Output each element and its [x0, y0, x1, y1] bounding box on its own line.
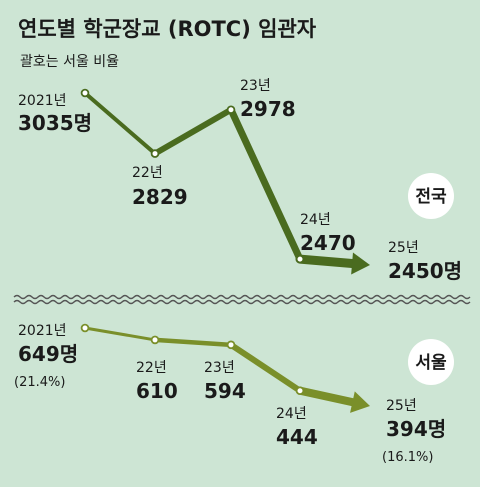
- year-label: 2021년: [18, 93, 67, 109]
- chart-subtitle: 괄호는 서울 비율: [20, 54, 119, 70]
- year-label: 22년: [132, 165, 163, 181]
- series-segment: [296, 386, 363, 408]
- year-label: 23년: [240, 78, 271, 94]
- data-point: [295, 386, 305, 396]
- value-label: 2450명: [388, 259, 462, 283]
- value-label: 394명: [386, 417, 446, 441]
- wave-divider: [13, 294, 471, 305]
- series-badge: [408, 339, 454, 385]
- percent-label: (21.4%): [14, 375, 65, 390]
- series-segment: [152, 106, 234, 157]
- series-badge-label: 서울: [415, 353, 447, 373]
- series-segment: [83, 91, 157, 156]
- data-point: [226, 340, 236, 350]
- national-series: 2021년 3035명 22년 2829 23년 2978 24년 2470 25년 2450명 전…: [18, 78, 462, 283]
- data-point: [226, 105, 236, 115]
- year-label: 2021년: [18, 323, 67, 339]
- value-label: 594: [204, 379, 246, 403]
- year-label: 22년: [136, 360, 167, 376]
- year-label: 25년: [386, 398, 417, 414]
- arrowhead-icon: [351, 252, 370, 275]
- value-label: 3035명: [18, 111, 92, 135]
- value-label: 649명: [18, 342, 78, 366]
- seoul-series: 2021년 649명 (21.4%) 22년 610 23년 594 24년 444 25년 394…: [14, 323, 454, 465]
- data-point: [295, 254, 305, 264]
- year-label: 23년: [204, 360, 235, 376]
- arrowhead-icon: [350, 391, 370, 413]
- series-badge-label: 전국: [415, 187, 447, 207]
- year-label: 24년: [276, 406, 307, 422]
- value-label: 2470: [300, 231, 356, 255]
- value-label: 610: [136, 379, 178, 403]
- series-segment: [228, 341, 303, 394]
- data-point: [150, 335, 160, 345]
- percent-label: (16.1%): [382, 450, 433, 465]
- series-segment: [227, 106, 304, 263]
- value-label: 2978: [240, 97, 296, 121]
- data-point: [150, 149, 160, 158]
- year-label: 25년: [388, 240, 419, 256]
- series-badge: [408, 173, 454, 219]
- data-point: [80, 323, 90, 333]
- series-segment: [152, 337, 234, 348]
- data-point: [80, 88, 90, 98]
- series-segment: [83, 326, 157, 342]
- series-segment: [295, 254, 363, 269]
- value-label: 444: [276, 425, 318, 449]
- year-label: 24년: [300, 212, 331, 228]
- chart-title: 연도별 학군장교 (ROTC) 임관자: [18, 17, 317, 41]
- value-label: 2829: [132, 185, 188, 209]
